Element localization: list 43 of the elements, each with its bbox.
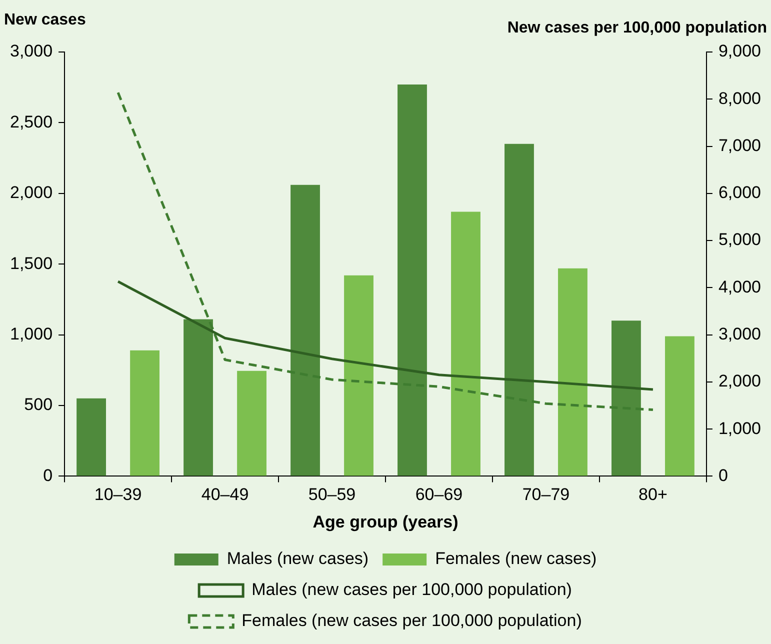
y2-tick-label: 3,000 <box>718 324 762 344</box>
bar <box>612 320 641 476</box>
y-tick-label: 1,500 <box>10 254 53 273</box>
bar <box>237 370 266 476</box>
legend-label: Females (new cases per 100,000 population) <box>242 611 582 630</box>
legend-label: Males (new cases) <box>226 549 369 568</box>
y-tick-label: 1,000 <box>10 324 53 344</box>
y2-tick-label: 6,000 <box>718 183 762 202</box>
bar <box>504 144 534 476</box>
x-tick-label: 60–69 <box>415 485 463 504</box>
x-tick-label: 50–59 <box>308 485 356 504</box>
y2-tick-label: 9,000 <box>718 42 762 61</box>
y-tick-label: 500 <box>24 395 53 414</box>
y2-tick-label: 2,000 <box>718 372 762 391</box>
y2-tick-label: 7,000 <box>718 136 762 155</box>
x-tick-label: 70–79 <box>522 485 570 504</box>
line-series <box>116 91 654 411</box>
x-axis-title: Age group (years) <box>312 512 458 532</box>
y2-tick-label: 0 <box>718 466 728 485</box>
bar <box>290 184 320 476</box>
bar <box>665 336 694 476</box>
bar <box>184 319 213 476</box>
y-tick-label: 0 <box>43 466 53 485</box>
legend-label: Males (new cases per 100,000 population) <box>252 580 572 600</box>
bar <box>344 275 374 476</box>
y-tick-label: 2,500 <box>10 112 53 132</box>
x-tick-label: 40–49 <box>201 485 249 504</box>
y-tick-label: 2,000 <box>10 183 53 202</box>
x-tick-label: 10–39 <box>94 485 142 504</box>
bar <box>130 350 160 476</box>
x-tick-label: 80+ <box>638 485 668 504</box>
legend-label: Females (new cases) <box>435 549 597 568</box>
y2-tick-label: 1,000 <box>718 418 762 438</box>
bar <box>558 268 588 476</box>
y2-axis-title: New cases per 100,000 population <box>507 19 767 36</box>
bar <box>76 398 106 476</box>
bar <box>398 84 427 476</box>
bar <box>451 212 480 476</box>
y-axis-title: New cases <box>4 11 86 28</box>
y2-tick-label: 4,000 <box>718 277 762 296</box>
y2-tick-label: 8,000 <box>718 88 762 108</box>
y-tick-label: 3,000 <box>10 42 53 61</box>
y2-tick-label: 5,000 <box>718 230 762 250</box>
